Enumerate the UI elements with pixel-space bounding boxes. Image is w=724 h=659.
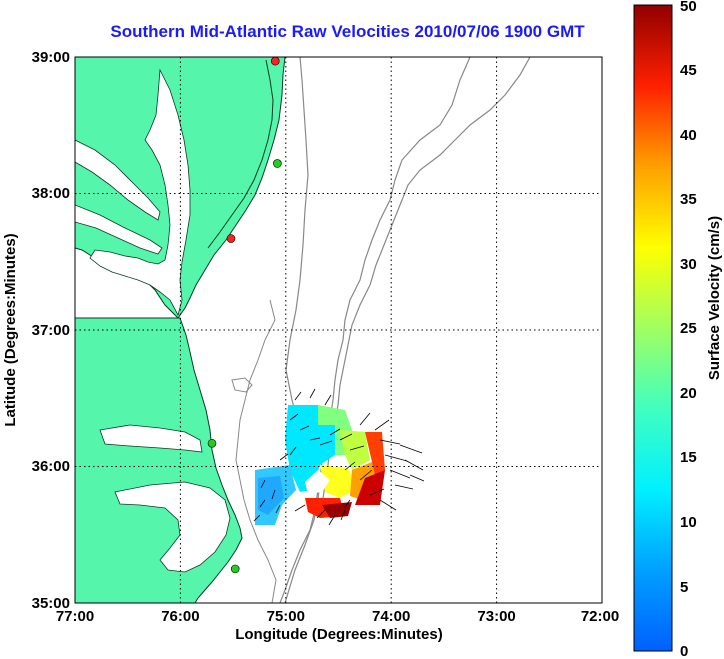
colorbar-tick: 10: [680, 514, 697, 531]
x-tick-label: 77:00: [56, 608, 94, 625]
pamlico-sound: [114, 481, 231, 573]
y-tick-label: 38:00: [32, 185, 70, 202]
station-marker: [273, 159, 282, 168]
station-marker: [226, 234, 236, 243]
y-tick-label: 35:00: [32, 595, 70, 612]
x-tick-label: 75:00: [267, 608, 305, 625]
colorbar-tick: 45: [680, 62, 697, 79]
colorbar-tick: 5: [680, 579, 688, 596]
colorbar-tick: 0: [680, 643, 688, 659]
colorbar-tick: 50: [680, 0, 697, 15]
colorbar-label: Surface Velocity (cm/s): [706, 216, 723, 380]
albemarle-sound: [99, 424, 203, 453]
x-tick-label: 72:00: [581, 608, 619, 625]
x-axis-label: Longitude (Degrees:Minutes): [235, 626, 443, 643]
colorbar-ticks: 0 5 10 15 20 25 30 35 40 45 50: [680, 0, 697, 659]
x-tick-label: 73:00: [477, 608, 515, 625]
velocity-arrows: [253, 388, 425, 526]
velocity-field: [255, 405, 385, 525]
bathymetry-contour-1: [279, 57, 319, 603]
colorbar-tick: 40: [680, 127, 697, 144]
bathymetry-contour-4: [235, 299, 277, 603]
x-tick-label: 76:00: [161, 608, 199, 625]
y-axis-label: Latitude (Degrees:Minutes): [2, 233, 19, 426]
x-tick-label: 74:00: [372, 608, 410, 625]
bathymetry-contour-5: [231, 377, 253, 393]
potomac-river: [75, 139, 161, 221]
colorbar: [633, 4, 673, 652]
colorbar-tick: 20: [680, 385, 697, 402]
y-tick-label: 39:00: [32, 49, 70, 66]
grid-lines: [75, 57, 602, 603]
colorbar-tick: 15: [680, 449, 697, 466]
bathymetry-contour-2: [284, 57, 471, 603]
colorbar-tick: 35: [680, 191, 697, 208]
y-axis-ticks: 39:00 38:00 37:00 36:00 35:00: [32, 49, 70, 612]
station-marker: [270, 56, 280, 66]
colorbar-tick: 30: [680, 256, 697, 273]
colorbar-tick: 25: [680, 320, 697, 337]
barrier-islands: [207, 59, 274, 249]
x-axis-ticks: 77:00 76:00 75:00 74:00 73:00 72:00: [56, 608, 619, 625]
y-tick-label: 37:00: [32, 322, 70, 339]
rappahannock-river: [75, 204, 163, 255]
station-marker: [230, 564, 240, 574]
station-marker: [207, 438, 217, 448]
chesapeake-bay: [89, 68, 191, 317]
map-title: Southern Mid-Atlantic Raw Velocities 201…: [110, 22, 585, 41]
y-tick-label: 36:00: [32, 458, 70, 475]
plot-frame: [74, 56, 603, 604]
